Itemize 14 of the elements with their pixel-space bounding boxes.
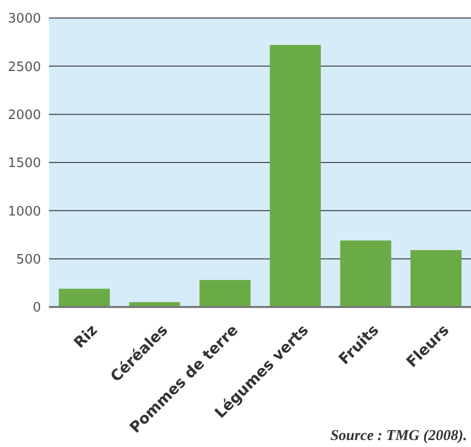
y-tick-label: 2500 bbox=[8, 60, 41, 75]
y-tick-label: 0 bbox=[32, 300, 41, 316]
bar bbox=[200, 280, 251, 307]
y-tick-label: 500 bbox=[16, 252, 41, 268]
bar bbox=[340, 240, 392, 307]
bar bbox=[410, 250, 462, 307]
y-tick-label: 1500 bbox=[8, 156, 41, 172]
bar bbox=[58, 288, 110, 307]
y-tick-label: 1000 bbox=[8, 204, 41, 220]
y-tick-label: 2000 bbox=[8, 108, 41, 123]
y-tick-label: 3000 bbox=[8, 12, 41, 27]
source-note: Source : TMG (2008). bbox=[330, 428, 467, 445]
x-tick-label: Riz bbox=[70, 320, 102, 352]
bar bbox=[270, 44, 321, 307]
